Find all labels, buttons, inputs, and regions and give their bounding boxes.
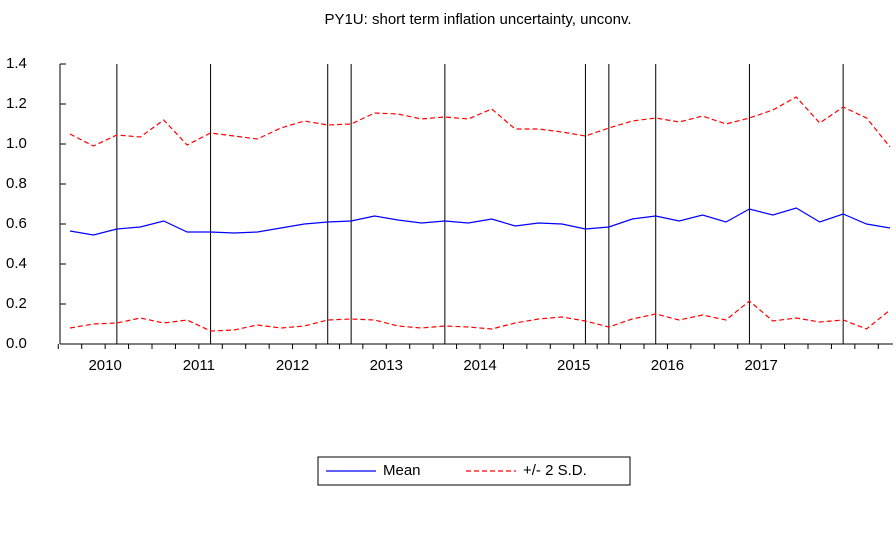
chart-title: PY1U: short term inflation uncertainty, …: [324, 11, 631, 28]
x-tick-label: 2012: [276, 357, 309, 374]
x-tick-label: 2016: [651, 357, 684, 374]
y-tick-label: 0.4: [6, 255, 27, 272]
x-tick-label: 2013: [370, 357, 403, 374]
series-line: [69, 207, 891, 236]
y-tick-label: 1.0: [6, 135, 27, 152]
y-tick-label: 1.4: [6, 55, 27, 72]
y-tick-label: 1.2: [6, 95, 27, 112]
y-tick-label: 0.2: [6, 295, 27, 312]
y-tick-label: 0.0: [6, 335, 27, 352]
legend-label: +/- 2 S.D.: [523, 462, 587, 479]
x-tick-label: 2014: [463, 357, 496, 374]
y-tick-label: 0.6: [6, 215, 27, 232]
x-tick-label: 2011: [183, 357, 215, 374]
x-tick-label: 2017: [744, 357, 777, 374]
y-tick-label: 0.8: [6, 175, 27, 192]
series-line: [69, 96, 891, 148]
legend-label: Mean: [383, 462, 421, 479]
x-tick-label: 2010: [88, 357, 121, 374]
series-line: [69, 300, 891, 332]
x-tick-label: 2015: [557, 357, 590, 374]
